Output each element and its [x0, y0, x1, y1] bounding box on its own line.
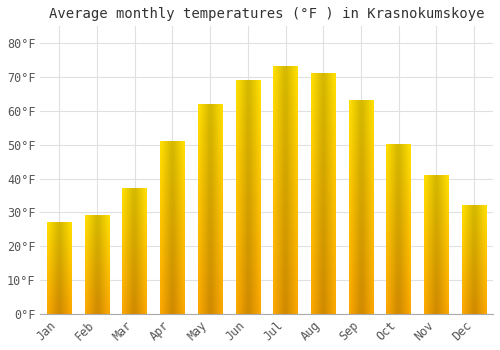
Title: Average monthly temperatures (°F ) in Krasnokumskoye: Average monthly temperatures (°F ) in Kr… — [49, 7, 484, 21]
